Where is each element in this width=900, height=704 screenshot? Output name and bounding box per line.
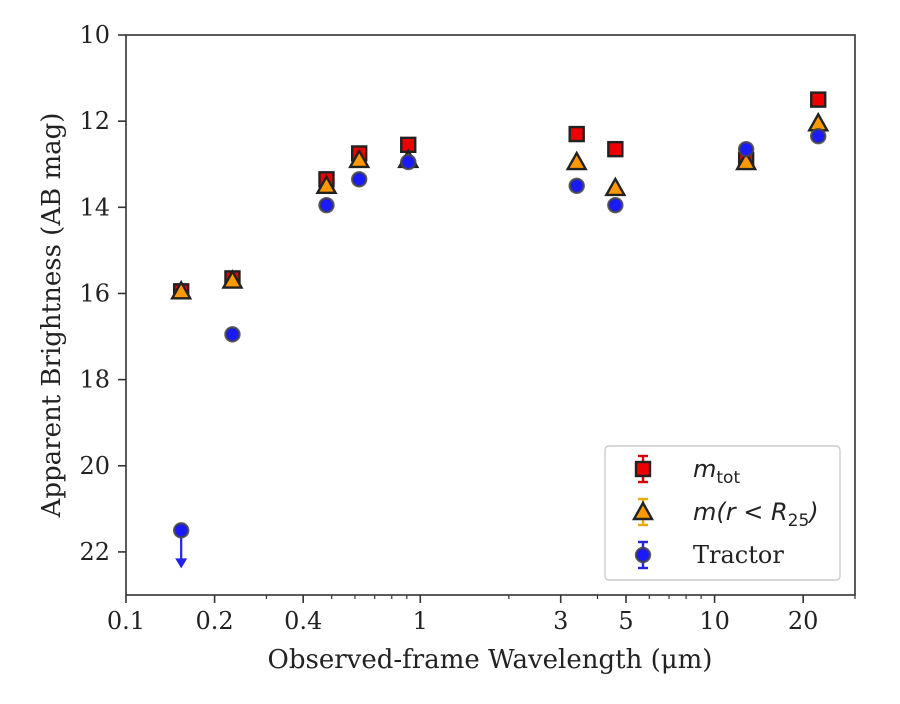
y-tick-label: 14: [79, 193, 110, 221]
legend-entry: mtot: [634, 454, 740, 488]
x-tick-label: 1: [413, 607, 428, 635]
legend-label-subscript: 25: [788, 511, 810, 531]
data-point-circle: [400, 153, 417, 171]
data-point-square: [810, 91, 827, 108]
upper-limit-arrow: [175, 558, 188, 569]
data-point-circle: [318, 196, 335, 214]
legend-label-suffix: ): [807, 498, 818, 526]
data-point-circle: [172, 522, 190, 539]
data-point-triangle: [315, 174, 338, 194]
series-triangle: [170, 111, 830, 300]
legend-marker-triangle: [631, 500, 655, 521]
x-tick-label: 20: [788, 607, 819, 635]
legend-label: mtot: [693, 455, 740, 488]
data-point-triangle: [348, 148, 371, 169]
data-point-triangle: [565, 150, 588, 171]
data-point-circle: [607, 196, 624, 214]
legend-label-subscript: tot: [716, 468, 740, 488]
data-point-triangle: [604, 176, 627, 197]
y-tick-label: 16: [79, 279, 110, 307]
series-square: [172, 91, 827, 300]
plot-area: [170, 91, 830, 569]
y-tick-label: 10: [79, 21, 110, 49]
y-tick-label: 20: [79, 452, 110, 480]
y-axis-label: Apparent Brightness (AB mag): [37, 113, 67, 519]
legend-marker-square: [634, 460, 652, 478]
legend: mtot m(r < R25) Tractor: [604, 445, 841, 581]
series-circle: [172, 128, 827, 569]
legend-marker-circle: [634, 546, 652, 564]
y-tick-label: 22: [79, 538, 110, 566]
x-tick-label: 0.1: [107, 607, 145, 635]
legend-label: Tractor: [693, 541, 784, 569]
data-point-circle: [224, 326, 241, 343]
x-tick-label: 0.2: [196, 607, 234, 635]
y-tick-label: 12: [79, 107, 110, 135]
x-tick-label: 10: [699, 607, 730, 635]
plot-frame: [125, 34, 856, 596]
x-tick-label: 0.4: [284, 607, 322, 635]
data-point-circle: [810, 128, 827, 145]
legend-entry: Tractor: [634, 540, 784, 570]
x-tick-label: 5: [618, 607, 633, 635]
x-tick-label: 3: [553, 607, 568, 635]
data-point-square: [568, 125, 585, 143]
legend-label: m(r < R25): [693, 498, 819, 531]
y-tick-label: 18: [79, 366, 110, 394]
data-point-circle: [350, 171, 368, 188]
axes: 0.1 0.2 0.4 1 3 5 10 20 10 12 14 16 18 20 22: [79, 21, 856, 635]
data-point-triangle: [221, 269, 244, 289]
data-point-square: [607, 140, 624, 158]
legend-entry: m(r < R25): [631, 497, 819, 531]
data-point-triangle: [735, 150, 758, 171]
data-point-circle: [568, 177, 585, 194]
data-point-circle: [737, 140, 755, 158]
legend-label-main: m: [693, 455, 716, 483]
x-axis-label: Observed-frame Wavelength (μm): [268, 645, 713, 675]
data-point-triangle: [170, 279, 193, 300]
legend-box: [604, 445, 841, 581]
legend-label-main: m(r < R: [693, 498, 788, 526]
data-point-triangle: [807, 111, 830, 132]
